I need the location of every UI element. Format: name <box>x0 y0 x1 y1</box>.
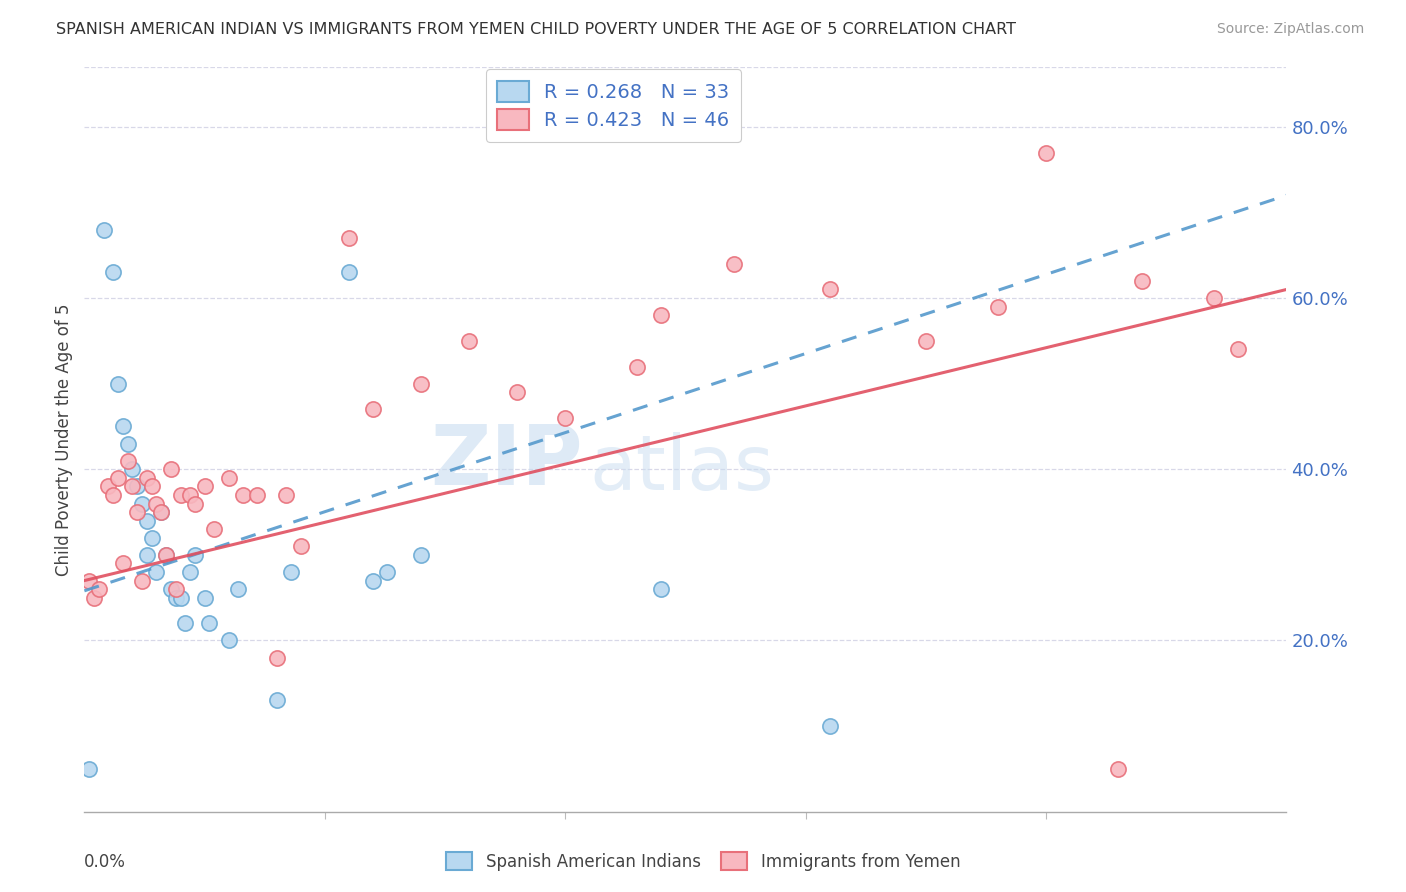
Point <box>117 453 139 467</box>
Point <box>127 505 149 519</box>
Point <box>1130 274 1153 288</box>
Point <box>506 385 529 400</box>
Legend: R = 0.268   N = 33, R = 0.423   N = 46: R = 0.268 N = 33, R = 0.423 N = 46 <box>485 70 741 142</box>
Point <box>184 548 207 562</box>
Point <box>194 479 217 493</box>
Point <box>554 411 576 425</box>
Point <box>135 471 157 485</box>
Point <box>226 582 249 596</box>
Text: SPANISH AMERICAN INDIAN VS IMMIGRANTS FROM YEMEN CHILD POVERTY UNDER THE AGE OF : SPANISH AMERICAN INDIAN VS IMMIGRANTS FR… <box>56 22 1017 37</box>
Point <box>198 616 221 631</box>
Point <box>93 222 115 236</box>
Point <box>179 565 201 579</box>
Point <box>77 574 100 588</box>
Point <box>117 436 139 450</box>
Point <box>150 505 173 519</box>
Text: Source: ZipAtlas.com: Source: ZipAtlas.com <box>1216 22 1364 37</box>
Point <box>650 582 672 596</box>
Point <box>1204 291 1226 305</box>
Point <box>179 488 201 502</box>
Point <box>650 308 672 322</box>
Point <box>169 591 191 605</box>
Point <box>1227 343 1250 357</box>
Legend: Spanish American Indians, Immigrants from Yemen: Spanish American Indians, Immigrants fro… <box>437 844 969 880</box>
Point <box>127 479 149 493</box>
Point <box>280 565 302 579</box>
Point <box>194 591 217 605</box>
Point <box>121 462 143 476</box>
Point <box>97 479 120 493</box>
Point <box>246 488 269 502</box>
Point <box>145 496 167 510</box>
Point <box>107 471 129 485</box>
Point <box>202 522 225 536</box>
Point <box>103 265 125 279</box>
Point <box>160 462 183 476</box>
Point <box>165 591 187 605</box>
Point <box>409 548 432 562</box>
Point <box>232 488 254 502</box>
Point <box>409 376 432 391</box>
Point <box>276 488 298 502</box>
Point <box>337 265 360 279</box>
Point <box>361 574 384 588</box>
Point <box>165 582 187 596</box>
Point <box>135 548 157 562</box>
Point <box>626 359 648 374</box>
Point <box>107 376 129 391</box>
Point <box>266 650 288 665</box>
Point <box>169 488 191 502</box>
Point <box>155 548 177 562</box>
Point <box>184 496 207 510</box>
Point <box>150 505 173 519</box>
Point <box>155 548 177 562</box>
Point <box>111 557 134 571</box>
Point <box>266 693 288 707</box>
Point <box>218 471 240 485</box>
Point <box>174 616 197 631</box>
Point <box>723 257 745 271</box>
Text: ZIP: ZIP <box>430 421 583 502</box>
Point <box>131 574 153 588</box>
Point <box>131 496 153 510</box>
Point <box>135 514 157 528</box>
Point <box>1035 145 1057 160</box>
Point <box>987 300 1010 314</box>
Point <box>218 633 240 648</box>
Point <box>160 582 183 596</box>
Y-axis label: Child Poverty Under the Age of 5: Child Poverty Under the Age of 5 <box>55 303 73 575</box>
Text: 0.0%: 0.0% <box>84 853 127 871</box>
Point <box>337 231 360 245</box>
Point <box>145 565 167 579</box>
Point <box>83 591 105 605</box>
Point <box>361 402 384 417</box>
Point <box>111 419 134 434</box>
Point <box>87 582 110 596</box>
Point <box>458 334 481 348</box>
Point <box>915 334 938 348</box>
Point <box>818 283 841 297</box>
Point <box>77 762 100 776</box>
Text: atlas: atlas <box>589 432 775 506</box>
Point <box>1107 762 1129 776</box>
Point <box>103 488 125 502</box>
Point <box>375 565 398 579</box>
Point <box>121 479 143 493</box>
Point <box>818 719 841 733</box>
Point <box>141 479 163 493</box>
Point <box>141 531 163 545</box>
Point <box>290 539 312 553</box>
